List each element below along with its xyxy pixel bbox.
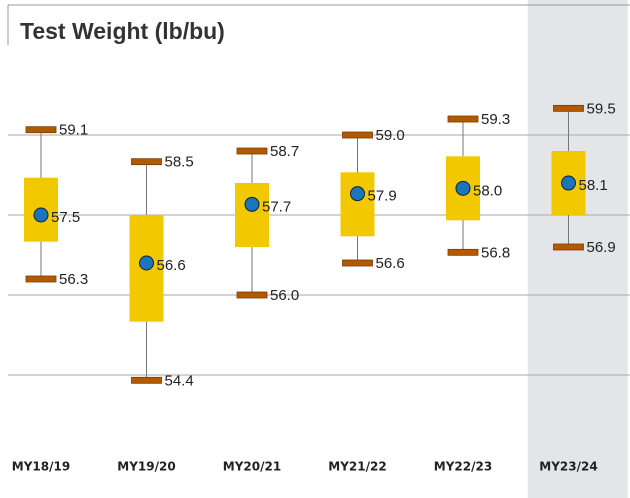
mean-dot <box>33 207 49 223</box>
whisker-cap <box>131 158 162 166</box>
value-label: 58.0 <box>473 182 502 199</box>
value-label: 57.7 <box>262 198 291 215</box>
whisker-cap <box>342 131 373 139</box>
whisker-cap <box>25 126 57 134</box>
x-tick-label: MY20/21 <box>223 460 281 474</box>
whisker-cap <box>553 104 584 112</box>
value-label: 56.8 <box>481 244 510 261</box>
whisker-cap <box>131 376 162 384</box>
whisker-cap <box>447 115 479 123</box>
value-label: 56.3 <box>59 271 88 288</box>
value-label: 59.5 <box>587 100 616 117</box>
x-tick-label: MY22/23 <box>434 460 492 474</box>
whisker-cap <box>236 291 268 299</box>
value-label: 58.5 <box>165 154 194 171</box>
x-tick-label: MY23/24 <box>539 460 597 474</box>
value-label: 59.1 <box>59 122 88 139</box>
mean-dot <box>455 180 471 196</box>
value-label: 59.3 <box>481 111 510 128</box>
chart-title: Test Weight (lb/bu) <box>20 18 225 44</box>
box <box>235 183 269 247</box>
box <box>340 172 375 237</box>
whisker-cap <box>236 147 268 155</box>
whisker-cap <box>447 248 479 256</box>
value-label: 56.0 <box>270 287 299 304</box>
value-label: 58.1 <box>579 177 608 194</box>
mean-dot <box>244 196 260 212</box>
mean-dot <box>561 175 576 191</box>
whisker-cap <box>25 275 57 283</box>
value-label: 57.9 <box>368 188 397 205</box>
x-tick-label: MY21/22 <box>328 460 386 474</box>
value-label: 56.9 <box>587 239 616 256</box>
x-tick-label: MY19/20 <box>117 460 175 474</box>
value-label: 56.6 <box>157 257 186 274</box>
x-tick-label: MY18/19 <box>12 460 70 474</box>
value-label: 57.5 <box>51 209 80 226</box>
value-label: 58.7 <box>270 143 299 160</box>
value-label: 59.0 <box>376 127 405 144</box>
value-label: 56.6 <box>376 255 405 272</box>
value-label: 54.4 <box>165 372 194 389</box>
mean-dot <box>139 255 154 271</box>
whisker-cap <box>553 243 584 251</box>
mean-dot <box>350 186 365 202</box>
whisker-cap <box>342 259 373 267</box>
